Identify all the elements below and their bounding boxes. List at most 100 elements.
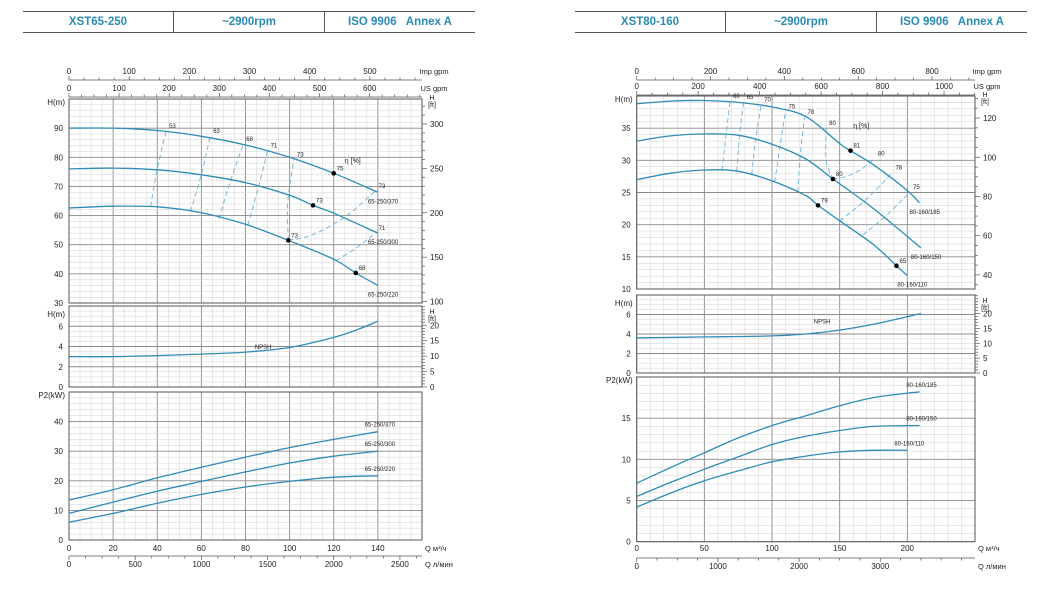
curves: 80-160/185 80-160/150 80-160/110 60 65 70 75 78…: [636, 94, 942, 288]
npsh-panel: 0 2 4 6 H(m) 0 5 10 15 20 H[ft] NPSH: [47, 305, 439, 392]
panel-frame: [68, 305, 423, 388]
y-tick-label: 0: [626, 369, 631, 378]
efficiency-label: 75: [337, 166, 344, 172]
y-tick-label: 4: [59, 343, 64, 352]
efficiency-label: 73: [297, 152, 304, 158]
npsh-label: NPSH: [814, 319, 831, 325]
ft-tick-label: 120: [983, 114, 997, 123]
ft-tick-label: 150: [430, 253, 444, 262]
chart-xst65-250: 30405060708090H(m)100150200250300H[ft]65…: [38, 67, 453, 569]
power-panel: 051015P2(kW)80-160/18580-160/15080-160/1…: [606, 376, 976, 547]
ft-tick-label: 40: [983, 271, 992, 280]
y-tick-label: 40: [54, 270, 63, 279]
efficiency-isoline: [288, 190, 376, 241]
y-tick-label: 5: [626, 497, 631, 506]
q-axis: 0 50 100 150 200 Q м³/ч: [634, 544, 999, 553]
head-panel: 30 40 50 60 70 80 90 H(m) 100 150 200 250 300 H[ft] 65…: [47, 95, 444, 308]
y-tick-label: 2: [626, 350, 631, 359]
ft-tick-label: 0: [430, 383, 435, 392]
header-speed: ~2900rpm: [174, 12, 325, 32]
x-axis-label: Q м³/ч: [425, 544, 447, 553]
x-tick-label: 0: [634, 544, 639, 553]
ft-tick-label: 10: [983, 339, 992, 348]
x-tick-label: 150: [833, 544, 847, 553]
lmin-tick-label: 2000: [325, 560, 343, 569]
ft-tick-label: 20: [983, 310, 992, 319]
power-curve: [636, 449, 908, 508]
x-tick-label: 100: [283, 544, 297, 553]
y-axis-label: H(m): [47, 98, 65, 107]
y-tick-label: 0: [626, 538, 631, 547]
curve-label: 80-160/110: [894, 441, 925, 447]
lmin-tick-label: 1000: [192, 560, 210, 569]
bep-dot: [848, 148, 853, 153]
bep-dot: [830, 176, 836, 182]
efficiency-label: 53: [169, 124, 176, 130]
panel-frame: [68, 391, 423, 541]
y-tick-label: 2: [59, 363, 64, 372]
curves: 65-250/370 65-250/300 65-250/220 53 63 68 71 73…: [68, 124, 399, 299]
y-tick-label: 90: [54, 124, 63, 133]
power-curve: [636, 424, 920, 498]
ft-axis-label-unit: [ft]: [428, 102, 436, 109]
efficiency-label: 73: [316, 198, 323, 204]
ft-axis-label: H: [429, 309, 434, 316]
head-curve: [636, 133, 922, 249]
efficiency-isoline: [832, 158, 876, 180]
grid: [68, 98, 423, 304]
bep-dot: [310, 203, 316, 208]
ft-tick-label: 5: [983, 354, 988, 363]
axis-tick-label: 200: [704, 67, 718, 76]
lmin-tick-label: 0: [67, 560, 72, 569]
axis-tick-label: 400: [753, 82, 767, 91]
y-tick-label: 35: [622, 124, 631, 133]
curve-label: 80-160/150: [906, 417, 937, 423]
efficiency-isoline: [721, 101, 731, 171]
header-standard: ISO 9906 Annex A: [900, 16, 1004, 28]
efficiency-label: 65: [900, 259, 907, 265]
grid: [636, 95, 976, 290]
bep-dot: [815, 203, 821, 208]
lmin-axis-label: Q л/мин: [425, 560, 453, 569]
curve-label: 80-160/185: [906, 383, 937, 389]
efficiency-label: 68: [359, 266, 366, 272]
axis-unit-label: Imp gpm: [419, 67, 448, 76]
lmin-tick-label: 500: [129, 560, 143, 569]
efficiency-isoline: [286, 159, 295, 241]
axis-tick-label: 200: [183, 67, 197, 76]
axis-tick-label: 100: [123, 67, 137, 76]
curve-label: 65-250/370: [368, 199, 399, 205]
y-tick-label: 15: [622, 253, 631, 262]
axis-tick-label: 0: [67, 84, 72, 93]
power-panel: 010203040P2(kW)65-250/37065-250/30065-25…: [38, 391, 423, 545]
y-tick-label: 20: [54, 477, 63, 486]
efficiency-label: 79: [821, 198, 828, 204]
curves: NPSH: [68, 320, 379, 358]
axis-tick-label: 300: [243, 67, 257, 76]
power-curve: [68, 475, 378, 523]
header-model: XST65-250: [23, 12, 174, 32]
chart-xst80-160: 101520253035H(m)406080100120H[ft]80-160/…: [606, 67, 1006, 571]
panel-frame: [636, 95, 976, 290]
curve-label: 80-160/150: [911, 255, 942, 261]
imp-gpm-axis: 0 200 400 600 800 Imp gpm: [634, 67, 1002, 81]
efficiency-label: 73: [379, 184, 386, 190]
ft-tick-label: 5: [430, 368, 435, 377]
ft-tick-label: 300: [430, 120, 444, 129]
curve-label: 80-160/110: [897, 282, 928, 288]
efficiency-label: 80: [878, 151, 885, 157]
npsh-curve: [636, 312, 922, 339]
y-tick-label: 30: [54, 299, 63, 308]
y-tick-label: 10: [54, 506, 63, 515]
head-curve: [68, 205, 379, 287]
efficiency-label: 80: [836, 172, 843, 178]
ft-tick-label: 10: [430, 352, 439, 361]
y-tick-label: 80: [54, 153, 63, 162]
y-tick-label: 4: [626, 330, 631, 339]
efficiency-isoline: [189, 135, 211, 212]
y-axis-label: H(m): [47, 310, 65, 319]
ft-tick-label: 250: [430, 164, 444, 173]
eta-label: η [%]: [345, 158, 361, 165]
axis-tick-label: 600: [851, 67, 865, 76]
